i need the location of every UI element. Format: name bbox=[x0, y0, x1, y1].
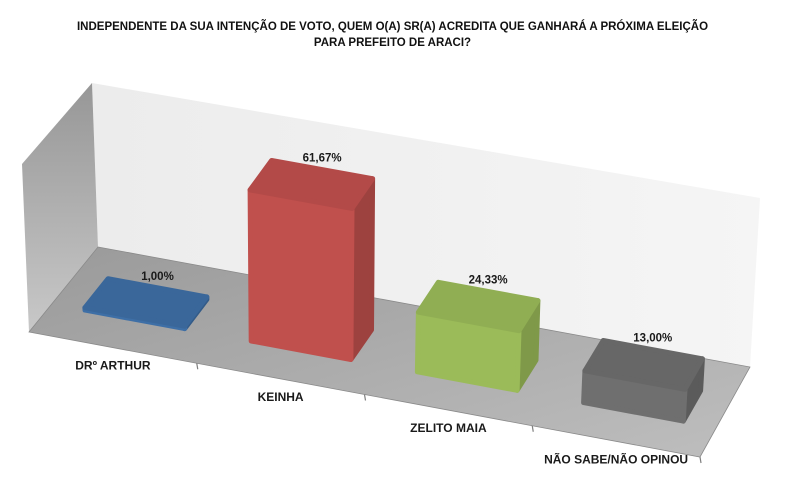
axis-tick-0 bbox=[196, 363, 199, 370]
axis-tick-1 bbox=[363, 394, 367, 401]
category-label-nao-sabe-nao-opinou: NÃO SABE/NÃO OPINOU bbox=[544, 451, 688, 466]
value-label-zelito-maia: 24,33% bbox=[469, 275, 508, 287]
bar-nao-sabe-nao-opinou bbox=[581, 338, 705, 424]
bar-zelito-maia bbox=[414, 279, 541, 393]
bar-dr-arthur bbox=[82, 276, 210, 332]
bars bbox=[82, 158, 705, 424]
value-label-dr-arthur: 1,00% bbox=[141, 271, 174, 283]
value-label-keinha: 61,67% bbox=[303, 153, 342, 165]
bar-top-face bbox=[582, 338, 705, 392]
chart-title: INDEPENDENTE DA SUA INTENÇÃO DE VOTO, QU… bbox=[76, 21, 709, 49]
category-label-dr-arthur: DRº ARTHUR bbox=[75, 359, 151, 373]
category-label-zelito-maia: ZELITO MAIA bbox=[410, 421, 487, 435]
axis-tick-2 bbox=[531, 425, 534, 432]
bar-keinha bbox=[247, 158, 376, 362]
bar-front-face bbox=[247, 187, 355, 362]
labels: 1,00% DRº ARTHUR 61,67% KEINHA 24,33% ZELITO … bbox=[75, 153, 688, 467]
back-wall bbox=[92, 83, 760, 367]
bar-top-face bbox=[247, 158, 376, 211]
value-label-nao-sabe-nao-opinou: 13,00% bbox=[633, 333, 672, 345]
category-axis-ticks bbox=[196, 363, 702, 464]
bar-top-face bbox=[415, 279, 541, 334]
axis-tick-3 bbox=[699, 456, 702, 464]
bar-top-face bbox=[82, 276, 210, 329]
category-label-keinha: KEINHA bbox=[258, 390, 304, 404]
side-wall bbox=[22, 83, 98, 332]
